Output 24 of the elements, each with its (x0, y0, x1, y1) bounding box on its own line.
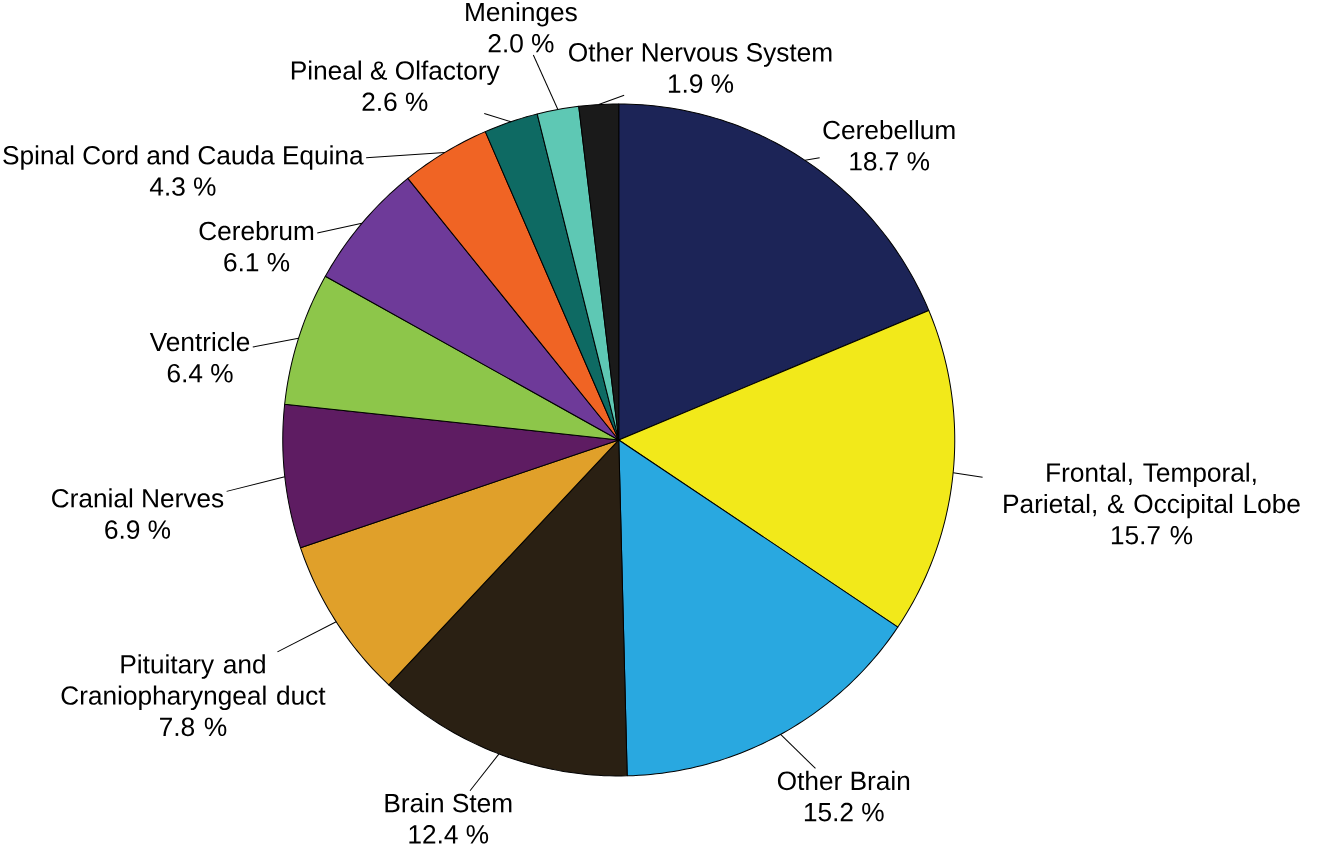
data-label: 2.0 % (488, 34, 554, 53)
data-label: 4.3 % (149, 177, 216, 197)
data-label: 18.7 % (850, 152, 930, 171)
slice-label: Meninges (466, 2, 577, 27)
slice-label: Other Brain (777, 771, 910, 791)
slice-label: Frontal, Temporal, Parietal, & Occipital Lobe (1004, 462, 1300, 519)
slice-label: Pineal & Olfactory (291, 60, 500, 86)
data-label: 15.2 % (804, 803, 884, 822)
data-label: 15.7 % (1111, 526, 1193, 545)
data-label: 6.9 % (105, 520, 171, 540)
slice-label: Cerebrum (199, 221, 314, 241)
data-label: 12.4 % (409, 825, 489, 844)
slice-label: Pituitary and Craniopharyngeal duct (61, 654, 326, 711)
slice-label: Ventricle (149, 332, 250, 352)
slice-label: Cranial Nerves (52, 488, 224, 508)
data-label: 6.1 % (224, 253, 290, 272)
data-label: 6.4 % (167, 364, 233, 383)
slice-label: Cerebellum (823, 120, 955, 140)
slice-label: Spinal Cord and Cauda Equina (3, 145, 364, 170)
data-label: 2.6 % (362, 92, 428, 112)
data-label: 7.8 % (160, 717, 227, 737)
data-label: 1.9 % (668, 74, 734, 94)
slice-label: Other Nervous System (569, 42, 832, 68)
slice-label: Brain Stem (385, 793, 512, 813)
